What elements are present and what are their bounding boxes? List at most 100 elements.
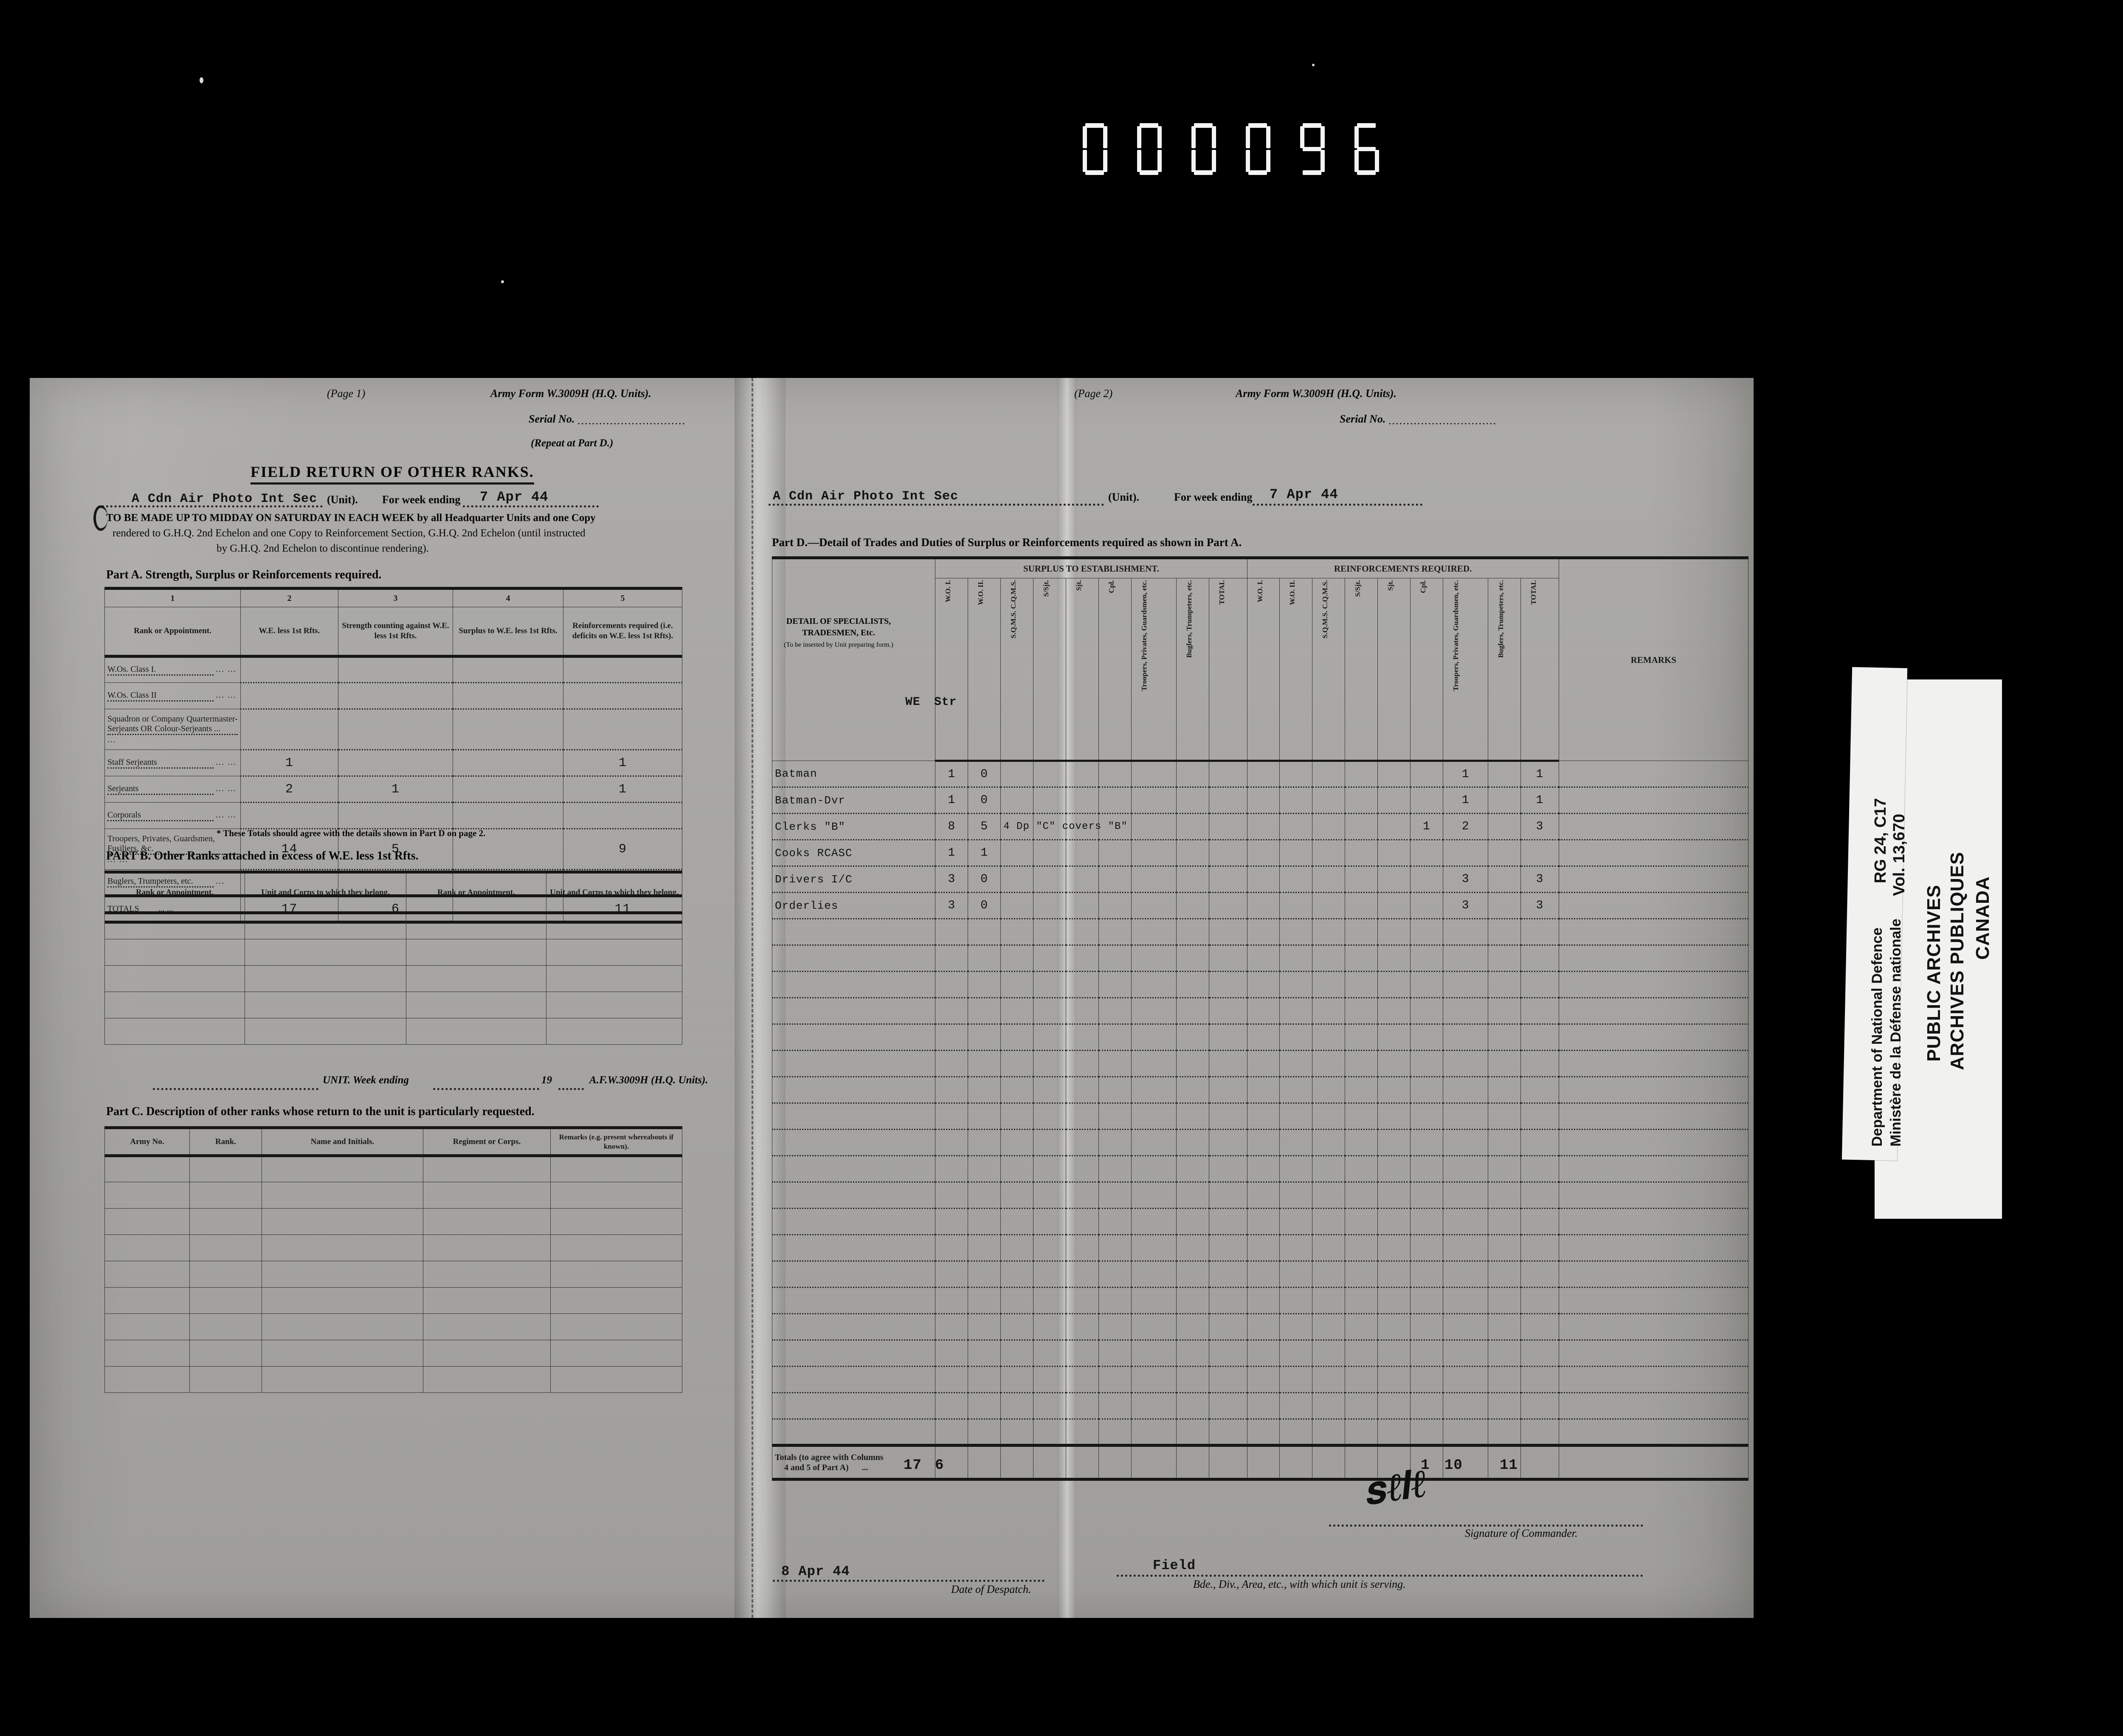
page1-unit-value: A Cdn Air Photo Int Sec: [132, 492, 318, 506]
part-d-surplus-cell: [1000, 1077, 1033, 1104]
date-of-despatch-label: Date of Despatch.: [951, 1583, 1031, 1595]
part-d-reinf-cell: [1442, 1208, 1489, 1235]
part-d-reinf-cell: [1488, 1024, 1521, 1051]
part-d-detail-header: DETAIL OF SPECIALISTS, TRADESMEN, Etc. (…: [777, 616, 900, 650]
part-d-surplus-cell: [1033, 761, 1066, 788]
part-a-cell-c2: [240, 709, 338, 750]
part-d-reinf-cell: [1279, 813, 1313, 840]
part-d-reinf-cell: [1488, 787, 1521, 814]
page1-week-ending-value: 7 Apr 44: [480, 489, 549, 505]
part-d-surplus-cell: [1065, 1182, 1099, 1209]
part-d-surplus-cell: [1033, 1340, 1066, 1367]
archive-card-dept-en: Department of National Defence: [1869, 927, 1885, 1147]
part-c-cell: [423, 1234, 551, 1261]
part-d-reinf-cell: [1442, 1261, 1489, 1288]
part-d-surplus-cell: [1098, 1024, 1132, 1051]
part-d-reinf-cell: [1247, 919, 1280, 946]
part-d-reinf-cell: [1377, 761, 1411, 788]
part-d-trade-label: Drivers I/C: [771, 866, 936, 893]
part-d-surplus-cell: [1176, 919, 1210, 946]
part-a-colheader-we: W.E. less 1st Rfts.: [240, 607, 338, 658]
part-d-reinf-cell: [1488, 1392, 1521, 1420]
part-d-surplus-cell: [1098, 1077, 1132, 1104]
part-d-typed-header-we: WE: [905, 696, 921, 709]
part-d-reinf-cell: [1345, 1366, 1378, 1393]
page2-serial-dots: ..............................: [1388, 414, 1497, 427]
part-b-colheader-rank-1: Rank or Appointment.: [104, 871, 245, 914]
part-d-reinf-cell: [1345, 1208, 1378, 1235]
part-d-reinf-cell: [1345, 1077, 1378, 1104]
part-d-we-cell: [935, 1340, 969, 1367]
part-d-reinf-cell: [1279, 1182, 1313, 1209]
part-d-trade-label: Cooks RCASC: [771, 840, 936, 867]
part-d-totals-cell: [968, 1444, 1001, 1481]
part-d-surplus-cell: [1033, 971, 1066, 998]
part-d-row: [771, 919, 1749, 946]
page1-unit-label: (Unit).: [327, 493, 358, 506]
part-d-surplus-cell: [1176, 1155, 1210, 1183]
part-d-reinf-cell: [1279, 945, 1313, 972]
part-c-cell: [189, 1182, 262, 1209]
part-d-trade-label: Orderlies: [771, 892, 936, 919]
part-d-surplus-cell: [1033, 813, 1066, 840]
part-d-surplus-cell: [1033, 1208, 1066, 1235]
part-d-row: Clerks "B" 8 5 4 Dp "C" covers "B" 1 2 3: [771, 813, 1749, 840]
part-d-reinf-cell: [1410, 1392, 1443, 1420]
part-d-subheader: W.O. I.: [935, 578, 969, 762]
part-b-colheader-rank-2: Rank or Appointment.: [406, 871, 546, 914]
part-d-surplus-cell: [1000, 1234, 1033, 1262]
part-a-row: Corporals ... ...: [104, 802, 682, 829]
part-d-subheader: Troopers, Privates, Guardsmen, etc.: [1442, 578, 1489, 762]
part-d-remarks-cell: [1558, 1050, 1749, 1077]
part-d-total-surplus-str: 6: [935, 1457, 944, 1474]
part-c-cell: [550, 1287, 682, 1314]
part-d-surplus-cell: [1176, 1103, 1210, 1130]
part-b-cell: [546, 913, 682, 939]
part-d-reinf-cell: [1312, 1234, 1346, 1262]
part-a-colnum-1: 1: [104, 587, 241, 607]
part-d-reinf-cell: [1247, 1155, 1280, 1183]
part-d-surplus-cell: [1131, 1366, 1177, 1393]
part-c-cell: [262, 1208, 423, 1235]
part-d-surplus-cell: [1131, 945, 1177, 972]
part-d-surplus-cell: [1098, 1208, 1132, 1235]
part-d-trade-label: [771, 1234, 936, 1262]
part-d-reinf-cell: [1488, 1103, 1521, 1130]
part-d-reinf-cell: [1279, 1050, 1313, 1077]
part-b-cell: [245, 965, 406, 992]
part-d-reinf-cell: [1377, 998, 1411, 1025]
part-d-remarks-cell: [1558, 1419, 1749, 1446]
part-d-reinf-cell: [1442, 1234, 1489, 1262]
part-b-cell: [104, 1018, 245, 1045]
part-d-str-cell: [968, 945, 1001, 972]
part-d-reinf-cell: [1345, 971, 1378, 998]
part-d-row: [771, 1313, 1749, 1341]
part-d-reinf-cell: [1279, 1208, 1313, 1235]
archive-card-rg: RG 24, C17: [1872, 798, 1889, 883]
part-d-str-cell: [968, 1313, 1001, 1341]
part-d-reinf-cell: [1410, 998, 1443, 1025]
part-d-we-cell: 1: [935, 761, 969, 788]
part-d-reinf-cell: [1442, 1366, 1489, 1393]
part-d-subheader: Troopers, Privates, Guardsmen, etc.: [1131, 578, 1177, 762]
page1-instruction-line-1: TO BE MADE UP TO MIDDAY ON SATURDAY IN E…: [106, 512, 596, 524]
part-d-reinf-cell: [1520, 1050, 1559, 1077]
part-d-surplus-cell: [1209, 1024, 1247, 1051]
part-d-surplus-cell: [1033, 1155, 1066, 1183]
film-speck: [501, 280, 504, 283]
part-d-reinf-cell: [1488, 1419, 1521, 1446]
part-d-row: [771, 1129, 1749, 1156]
part-d-remarks-cell: [1558, 1340, 1749, 1367]
part-d-reinf-cell: [1377, 1366, 1411, 1393]
part-d-reinf-cell: [1410, 787, 1443, 814]
part-d-reinf-cell: [1247, 1208, 1280, 1235]
part-b-row: [104, 913, 682, 939]
part-d-surplus-cell: [1098, 1340, 1132, 1367]
part-d-reinf-cell: [1247, 1182, 1280, 1209]
part-b-cell: [245, 992, 406, 1018]
part-d-reinf-cell: [1345, 1340, 1378, 1367]
part-d-surplus-cell: [1209, 1366, 1247, 1393]
part-d-reinf-cell: [1410, 1366, 1443, 1393]
part-d-trade-label: [771, 919, 936, 946]
document-sheet: (Page 1) Army Form W.3009H (H.Q. Units).…: [30, 378, 1754, 1618]
